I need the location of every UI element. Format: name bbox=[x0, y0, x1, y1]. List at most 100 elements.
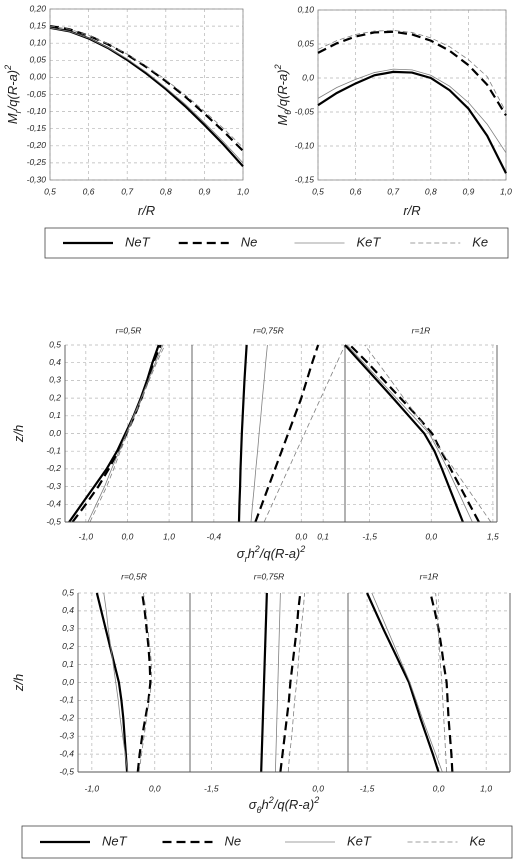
series-line bbox=[349, 344, 480, 523]
y-tick-label: 0,1 bbox=[62, 659, 74, 669]
series-line bbox=[49, 25, 244, 148]
series-line bbox=[49, 27, 244, 164]
y-tick-label: -0,1 bbox=[46, 445, 61, 455]
panel-title: r=0,5R bbox=[116, 325, 142, 335]
y-tick-label: -0,5 bbox=[59, 766, 74, 776]
legend-label: KeT bbox=[347, 833, 372, 848]
axis-label-part: r bbox=[13, 109, 23, 113]
series-line bbox=[287, 592, 305, 773]
y-tick-label: -0,1 bbox=[59, 695, 74, 705]
series-line bbox=[250, 344, 268, 523]
legend-label: Ke bbox=[472, 234, 488, 249]
y-tick-label: -0,05 bbox=[27, 89, 47, 99]
x-tick-label: 0,9 bbox=[198, 186, 210, 196]
axis-label-part: θ bbox=[283, 110, 293, 115]
y-tick-label: 0,5 bbox=[62, 587, 74, 597]
x-tick-label: 0,5 bbox=[44, 186, 56, 196]
y-tick-label: -0,2 bbox=[46, 463, 61, 473]
axis-label-part: r/R bbox=[403, 203, 420, 218]
axis-label-part: h bbox=[262, 797, 269, 812]
y-tick-label: 0,10 bbox=[297, 4, 314, 14]
series-line bbox=[103, 592, 129, 773]
series-line bbox=[254, 344, 320, 523]
series-line bbox=[317, 68, 507, 154]
series-line bbox=[435, 592, 448, 773]
y-tick-label: 0,2 bbox=[49, 392, 61, 402]
axis-label-part: 2 bbox=[268, 795, 274, 805]
x-tick-label: 0,9 bbox=[462, 186, 474, 196]
y-tick-label: 0,2 bbox=[62, 641, 74, 651]
y-tick-label: 0,10 bbox=[29, 37, 46, 47]
series-line bbox=[279, 592, 302, 773]
y-tick-label: -0,4 bbox=[59, 748, 74, 758]
x-tick-label: 0,6 bbox=[350, 186, 362, 196]
axis-label-part: /q(R-a) bbox=[5, 70, 20, 111]
series-line bbox=[317, 29, 507, 113]
axis-label-part: /q(R-a) bbox=[275, 69, 290, 110]
series-line bbox=[366, 592, 440, 773]
series-line bbox=[371, 592, 443, 773]
series-line bbox=[344, 344, 464, 523]
axis-label-part: 2 bbox=[273, 64, 283, 70]
y-tick-label: 0,05 bbox=[29, 55, 46, 65]
y-tick-label: 0,3 bbox=[49, 375, 61, 385]
x-tick-label: -1,0 bbox=[78, 531, 93, 541]
series-line bbox=[87, 344, 164, 523]
x-axis-label: σθh2/q(R-a)2 bbox=[249, 795, 319, 815]
x-tick-label: 0,0 bbox=[312, 783, 324, 793]
axis-label-part: r/R bbox=[138, 203, 155, 218]
y-tick-label: 0,4 bbox=[49, 357, 61, 367]
y-tick-label: 0,1 bbox=[49, 410, 61, 420]
y-tick-label: -0,3 bbox=[59, 730, 74, 740]
x-tick-label: 1,0 bbox=[480, 783, 492, 793]
axis-label-part: θ bbox=[257, 805, 262, 815]
panel-title: r=1R bbox=[412, 325, 431, 335]
y-axis-label: Mθ/q(R-a)2 bbox=[273, 64, 293, 125]
x-tick-label: 0,8 bbox=[160, 186, 172, 196]
x-tick-label: 0,0 bbox=[122, 531, 134, 541]
y-tick-label: -0,20 bbox=[27, 140, 47, 150]
series-line bbox=[89, 344, 166, 523]
axis-label-part: σ bbox=[237, 546, 246, 561]
series-line bbox=[317, 30, 507, 116]
y-tick-label: 0,20 bbox=[29, 3, 46, 13]
y-tick-label: 0,3 bbox=[62, 623, 74, 633]
x-tick-label: 0,8 bbox=[425, 186, 437, 196]
x-tick-label: -1,0 bbox=[85, 783, 100, 793]
y-axis-label: z/h bbox=[11, 425, 26, 443]
x-tick-label: 0,0 bbox=[433, 783, 445, 793]
legend-label: NeT bbox=[125, 234, 151, 249]
y-tick-label: -0,15 bbox=[27, 123, 47, 133]
series-line bbox=[263, 344, 346, 523]
x-tick-label: 0,0 bbox=[295, 531, 307, 541]
x-tick-label: 1,0 bbox=[237, 186, 249, 196]
series-line bbox=[260, 592, 268, 773]
y-tick-label: 0,0 bbox=[62, 677, 74, 687]
axis-label-part: h bbox=[248, 546, 255, 561]
series-line bbox=[275, 592, 281, 773]
y-tick-label: -0,30 bbox=[27, 174, 47, 184]
axis-label-part: 2 bbox=[313, 795, 319, 805]
y-tick-label: -0,15 bbox=[295, 174, 315, 184]
axis-label-part: 2 bbox=[254, 544, 260, 554]
axis-label-part: /q(R-a) bbox=[259, 546, 300, 561]
legend-label: Ke bbox=[470, 833, 486, 848]
x-tick-label: 1,5 bbox=[487, 531, 499, 541]
x-tick-label: 0,7 bbox=[121, 186, 133, 196]
series-line bbox=[237, 344, 248, 523]
y-axis-label: z/h bbox=[11, 674, 26, 692]
x-tick-label: 0,7 bbox=[387, 186, 399, 196]
axis-label-part: M bbox=[5, 113, 20, 124]
axis-label-part: 2 bbox=[3, 65, 13, 71]
x-tick-label: -0,4 bbox=[207, 531, 222, 541]
x-axis-label: r/R bbox=[403, 203, 420, 218]
panel-title: r=1R bbox=[420, 571, 439, 581]
y-tick-label: 0,4 bbox=[62, 605, 74, 615]
series-line bbox=[68, 344, 160, 523]
series-line bbox=[429, 592, 454, 773]
plot-frame bbox=[49, 8, 244, 181]
x-tick-label: 0,0 bbox=[149, 783, 161, 793]
axis-label-part: z/h bbox=[11, 674, 26, 692]
legend-label: Ne bbox=[241, 234, 258, 249]
